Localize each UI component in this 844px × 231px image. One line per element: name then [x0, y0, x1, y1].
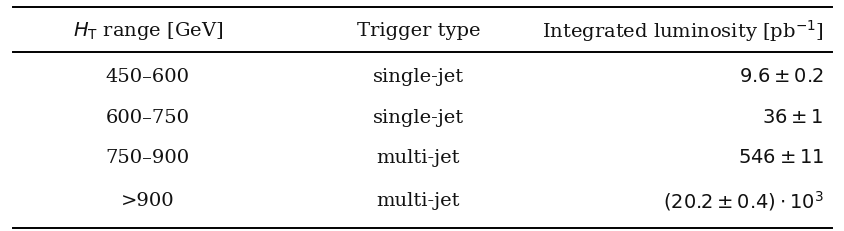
Text: single-jet: single-jet: [372, 68, 463, 86]
Text: multi-jet: multi-jet: [376, 149, 459, 167]
Text: $(20.2 \pm 0.4) \cdot 10^{3}$: $(20.2 \pm 0.4) \cdot 10^{3}$: [663, 189, 823, 213]
Text: >900: >900: [121, 192, 175, 210]
Text: 450–600: 450–600: [106, 68, 190, 86]
Text: 750–900: 750–900: [106, 149, 190, 167]
Text: $H_{\mathrm{T}}$ range [GeV]: $H_{\mathrm{T}}$ range [GeV]: [73, 20, 223, 42]
Text: $9.6 \pm 0.2$: $9.6 \pm 0.2$: [738, 68, 823, 86]
Text: multi-jet: multi-jet: [376, 192, 459, 210]
Text: $36 \pm 1$: $36 \pm 1$: [761, 109, 823, 127]
Text: $546 \pm 11$: $546 \pm 11$: [737, 149, 823, 167]
Text: Integrated luminosity [pb$^{-1}$]: Integrated luminosity [pb$^{-1}$]: [542, 18, 823, 44]
Text: 600–750: 600–750: [106, 109, 190, 127]
Text: single-jet: single-jet: [372, 109, 463, 127]
Text: Trigger type: Trigger type: [356, 22, 479, 40]
